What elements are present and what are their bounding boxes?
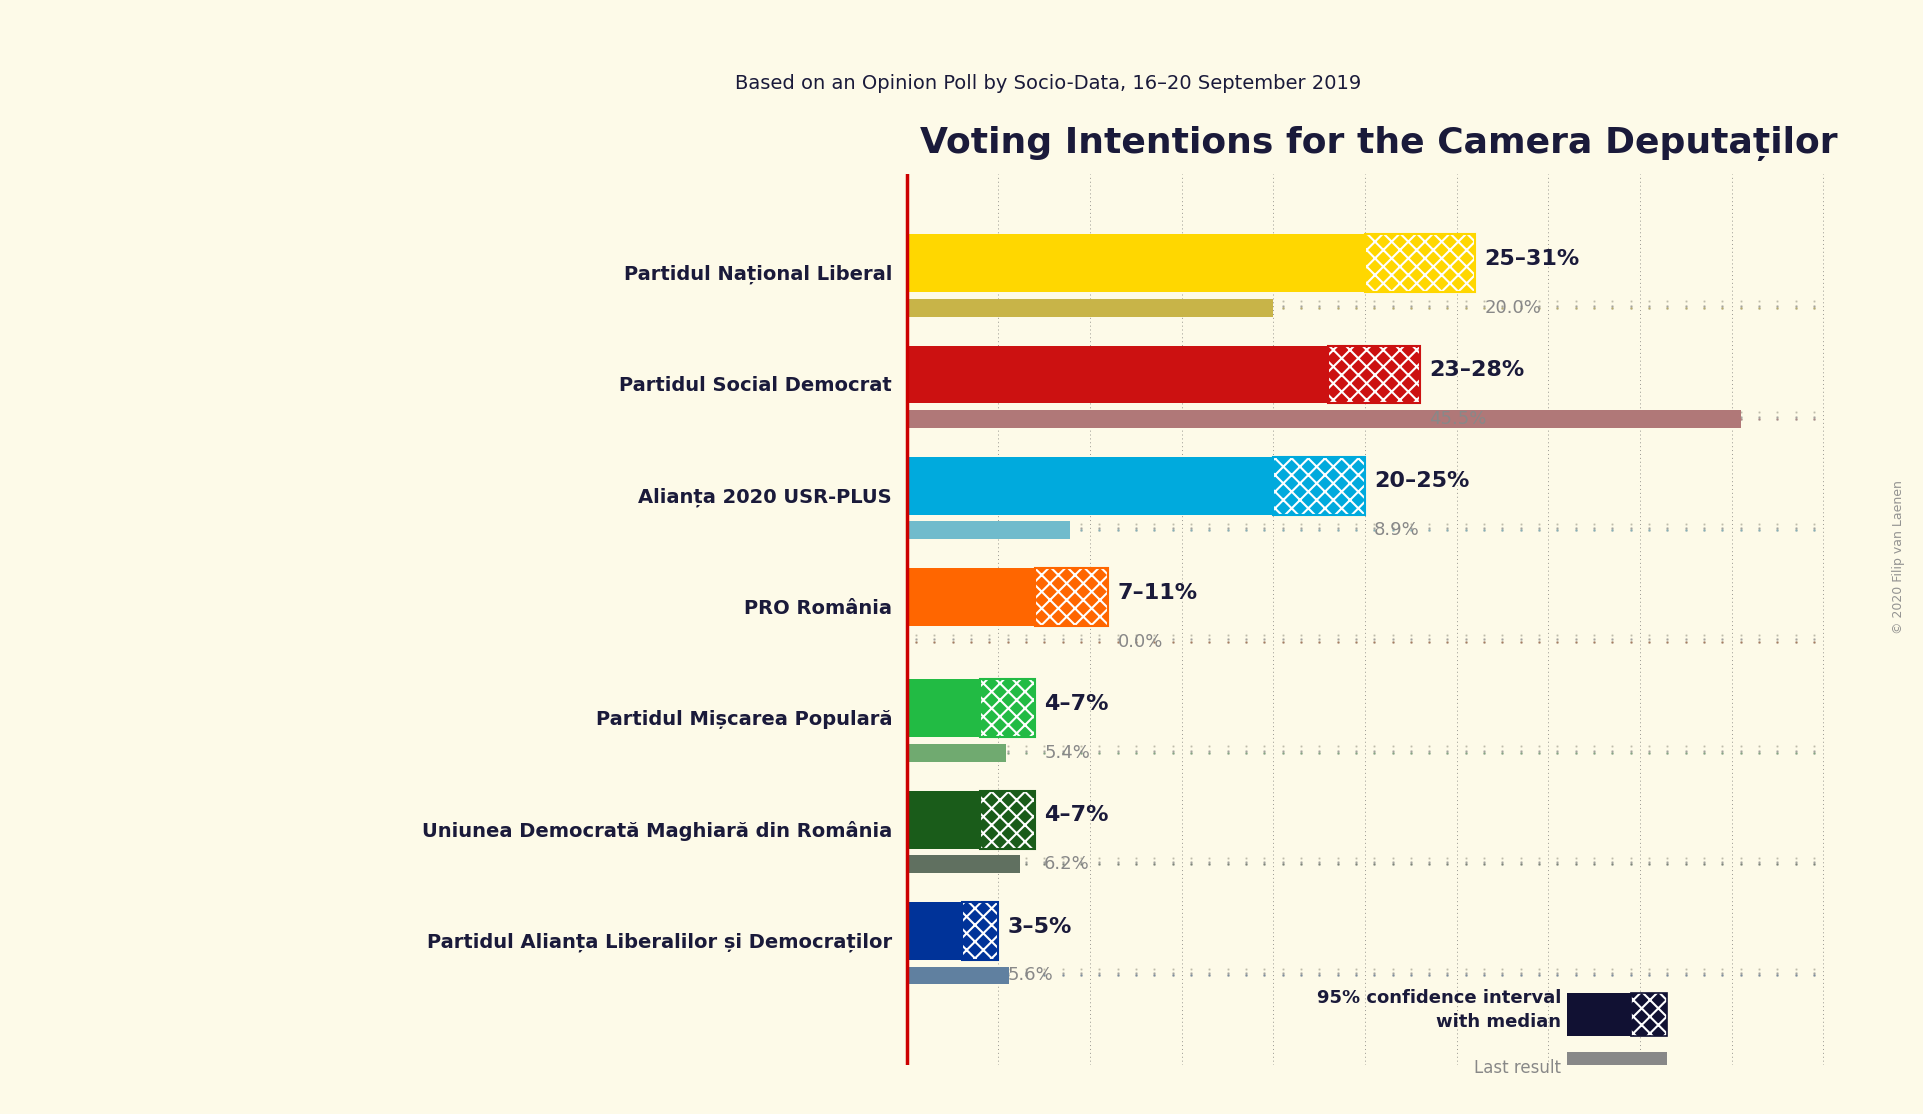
Text: Uniunea Democrată Maghiară din România: Uniunea Democrată Maghiară din România <box>421 821 892 841</box>
Text: 7–11%: 7–11% <box>1117 583 1198 603</box>
Bar <box>908 521 1069 539</box>
Text: 0.0%: 0.0% <box>1117 633 1163 651</box>
Text: 25–31%: 25–31% <box>1485 248 1579 268</box>
Text: 45.5%: 45.5% <box>1429 410 1486 428</box>
Text: 5.6%: 5.6% <box>1008 967 1054 985</box>
Bar <box>1567 1053 1667 1068</box>
Text: Last result: Last result <box>1475 1058 1561 1077</box>
Text: Partidul Mișcarea Populară: Partidul Mișcarea Populară <box>596 710 892 729</box>
Bar <box>908 902 962 960</box>
Title: Voting Intentions for the Camera Deputaților: Voting Intentions for the Camera Deputaț… <box>919 126 1838 162</box>
Text: 6.2%: 6.2% <box>1044 856 1090 873</box>
Text: 5.4%: 5.4% <box>1044 744 1090 762</box>
Text: 20.0%: 20.0% <box>1485 299 1540 316</box>
Bar <box>1329 345 1419 403</box>
Text: 8.9%: 8.9% <box>1375 521 1419 539</box>
Bar <box>908 791 981 849</box>
Bar <box>908 744 1006 762</box>
Bar <box>908 457 1273 515</box>
Text: 20–25%: 20–25% <box>1375 471 1469 491</box>
Text: 3–5%: 3–5% <box>1008 917 1071 937</box>
Bar <box>1273 457 1365 515</box>
Bar <box>981 791 1035 849</box>
Bar <box>1035 568 1108 626</box>
Bar <box>981 680 1035 737</box>
Bar <box>962 902 998 960</box>
Text: PRO România: PRO România <box>744 598 892 618</box>
Bar <box>1035 568 1108 626</box>
Bar <box>908 680 981 737</box>
Text: 4–7%: 4–7% <box>1044 694 1110 714</box>
Text: Alianța 2020 USR-PLUS: Alianța 2020 USR-PLUS <box>638 487 892 507</box>
Text: 95% confidence interval
with median: 95% confidence interval with median <box>1317 989 1561 1030</box>
Text: Partidul Național Liberal: Partidul Național Liberal <box>623 265 892 284</box>
Bar <box>908 299 1273 316</box>
Bar <box>1365 234 1475 292</box>
Bar <box>1567 994 1631 1036</box>
Bar <box>1273 457 1365 515</box>
Bar <box>981 680 1035 737</box>
Bar <box>1329 345 1419 403</box>
Bar <box>1631 994 1667 1036</box>
Bar <box>908 967 1010 985</box>
Bar <box>962 902 998 960</box>
Bar <box>908 568 1035 626</box>
Text: 23–28%: 23–28% <box>1429 360 1525 380</box>
Text: Partidul Social Democrat: Partidul Social Democrat <box>619 377 892 395</box>
Bar <box>908 234 1365 292</box>
Bar <box>908 856 1021 873</box>
Bar <box>1631 994 1667 1036</box>
Text: Partidul Alianța Liberalilor și Democraților: Partidul Alianța Liberalilor și Democraț… <box>427 932 892 951</box>
Bar <box>981 791 1035 849</box>
Bar <box>908 345 1329 403</box>
Bar <box>908 410 1740 428</box>
Text: © 2020 Filip van Laenen: © 2020 Filip van Laenen <box>1892 480 1904 634</box>
Text: 4–7%: 4–7% <box>1044 805 1110 825</box>
Text: Based on an Opinion Poll by Socio-Data, 16–20 September 2019: Based on an Opinion Poll by Socio-Data, … <box>735 74 1361 94</box>
Bar <box>1365 234 1475 292</box>
